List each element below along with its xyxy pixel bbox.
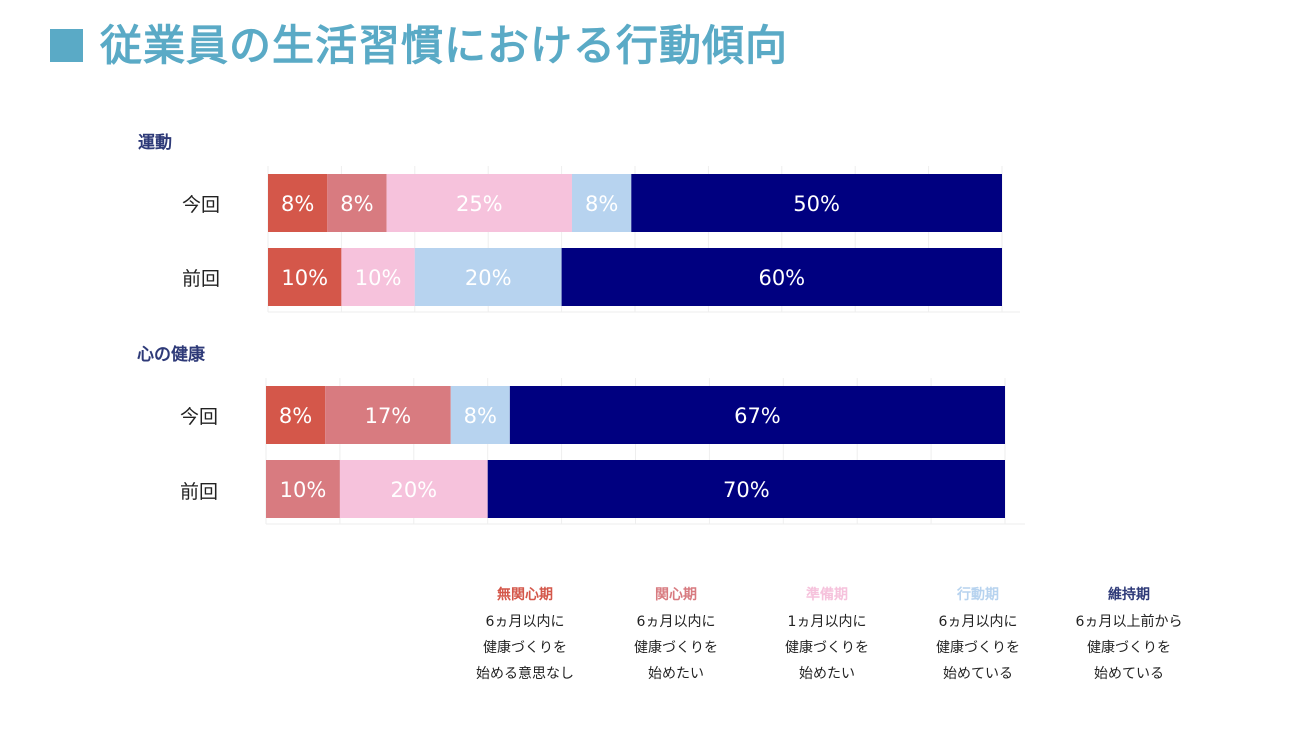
bar-data-label: 67% xyxy=(734,404,781,428)
bar-segment xyxy=(325,386,451,444)
bar-data-label: 8% xyxy=(340,192,373,216)
bar-data-label: 20% xyxy=(465,266,512,290)
bar-segment xyxy=(487,460,1005,518)
legend-item: 無関心期 6ヵ月以内に 健康づくりを 始める意思なし xyxy=(450,584,600,687)
bar-segment xyxy=(266,386,326,444)
bar-data-label: 70% xyxy=(723,478,770,502)
bar-segment xyxy=(571,174,632,232)
legend-description: 6ヵ月以内に 健康づくりを 始めている xyxy=(903,609,1053,687)
legend-description-line: 6ヵ月以内に xyxy=(636,614,716,630)
bar-data-label: 25% xyxy=(456,192,503,216)
legend-description: 1ヵ月以内に 健康づくりを 始めたい xyxy=(752,609,902,687)
bar-segment xyxy=(561,248,1002,306)
legend-item: 準備期 1ヵ月以内に 健康づくりを 始めたい xyxy=(752,584,902,687)
legend-description-line: 1ヵ月以内に xyxy=(787,614,867,630)
legend-stage-name: 関心期 xyxy=(655,587,697,603)
legend-item: 関心期 6ヵ月以内に 健康づくりを 始めたい xyxy=(601,584,751,687)
bar-segment xyxy=(386,174,572,232)
bar-data-label: 17% xyxy=(365,404,412,428)
section-label-mental-health: 心の健康 xyxy=(137,345,205,365)
bar-data-label: 10% xyxy=(355,266,402,290)
row-label-mental-previous: 前回 xyxy=(179,481,218,503)
legend-description-line: 健康づくりを xyxy=(634,640,718,656)
legend-stage-name: 維持期 xyxy=(1108,587,1150,603)
bar-segment xyxy=(450,386,510,444)
bar-data-label: 8% xyxy=(464,404,497,428)
legend-stage-name: 行動期 xyxy=(957,587,999,603)
bar-segment xyxy=(266,460,340,518)
title-square-icon xyxy=(50,29,83,62)
bar-segment xyxy=(339,460,488,518)
stacked-bar-chart: 8% 8% 25% 8% 50% 10% 10% 20% 60% 8% 17% 8% 67% 10% 20%… xyxy=(265,166,1025,525)
row-label-exercise-current: 今回 xyxy=(181,194,220,216)
bar-data-label: 8% xyxy=(281,192,314,216)
row-label-exercise-previous: 前回 xyxy=(181,268,220,290)
legend-description: 6ヵ月以内に 健康づくりを 始める意思なし xyxy=(450,609,600,687)
legend-description-line: 始めたい xyxy=(799,666,855,682)
bar-data-label: 8% xyxy=(585,192,618,216)
bar-data-label: 50% xyxy=(793,192,840,216)
bar-data-label: 60% xyxy=(758,266,805,290)
bar-segment xyxy=(631,174,1002,232)
bar-segment xyxy=(268,248,342,306)
legend-description: 6ヵ月以内に 健康づくりを 始めたい xyxy=(601,609,751,687)
bar-data-label: 20% xyxy=(390,478,437,502)
legend-description: 6ヵ月以上前から 健康づくりを 始めている xyxy=(1054,609,1204,687)
bar-segment xyxy=(509,386,1005,444)
legend-stage-name: 準備期 xyxy=(806,587,848,603)
bar-segment xyxy=(268,174,328,232)
legend-description-line: 6ヵ月以内に xyxy=(938,614,1018,630)
legend-description-line: 始める意思なし xyxy=(476,666,574,682)
legend-description-line: 始めている xyxy=(1094,666,1164,682)
legend-description-line: 健康づくりを xyxy=(483,640,567,656)
bar-data-label: 10% xyxy=(281,266,328,290)
section-label-exercise: 運動 xyxy=(138,133,172,153)
legend-description-line: 健康づくりを xyxy=(1087,640,1171,656)
bar-segment xyxy=(341,248,415,306)
bar-segment xyxy=(327,174,387,232)
page-title: 従業員の生活習慣における行動傾向 xyxy=(100,21,789,70)
legend-description-line: 始めている xyxy=(943,666,1013,682)
legend-description-line: 健康づくりを xyxy=(936,640,1020,656)
bar-data-label: 10% xyxy=(280,478,327,502)
legend-stage-name: 無関心期 xyxy=(497,587,553,603)
legend-description-line: 健康づくりを xyxy=(785,640,869,656)
legend-item: 維持期 6ヵ月以上前から 健康づくりを 始めている xyxy=(1054,584,1204,687)
legend-description-line: 6ヵ月以内に xyxy=(485,614,565,630)
legend-description-line: 6ヵ月以上前から xyxy=(1075,614,1183,630)
row-label-mental-current: 今回 xyxy=(179,406,218,428)
bar-data-label: 8% xyxy=(279,404,312,428)
legend-item: 行動期 6ヵ月以内に 健康づくりを 始めている xyxy=(903,584,1053,687)
bar-segment xyxy=(414,248,562,306)
legend-description-line: 始めたい xyxy=(648,666,704,682)
